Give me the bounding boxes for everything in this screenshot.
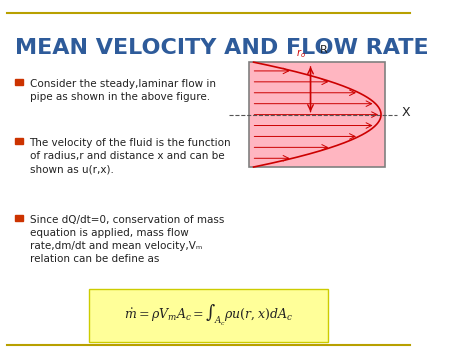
Text: X: X bbox=[401, 106, 410, 119]
FancyBboxPatch shape bbox=[89, 289, 328, 342]
Bar bbox=[15, 78, 22, 85]
Text: R: R bbox=[320, 45, 328, 55]
Bar bbox=[249, 62, 385, 167]
Bar bbox=[15, 138, 22, 144]
Text: $r_o$: $r_o$ bbox=[296, 48, 306, 60]
Text: Since dQ/dt=0, conservation of mass
equation is applied, mass flow
rate,dm/dt an: Since dQ/dt=0, conservation of mass equa… bbox=[29, 215, 224, 264]
Text: MEAN VELOCITY AND FLOW RATE: MEAN VELOCITY AND FLOW RATE bbox=[15, 38, 429, 58]
Text: $\dot{m} = \rho V_m A_c = \int_{A_c} \rho u(r, x) dA_c$: $\dot{m} = \rho V_m A_c = \int_{A_c} \rh… bbox=[124, 303, 293, 328]
Bar bbox=[15, 215, 22, 221]
Text: The velocity of the fluid is the function
of radius,r and distance x and can be
: The velocity of the fluid is the functio… bbox=[29, 138, 231, 174]
Text: Consider the steady,laminar flow in
pipe as shown in the above figure.: Consider the steady,laminar flow in pipe… bbox=[29, 78, 216, 102]
